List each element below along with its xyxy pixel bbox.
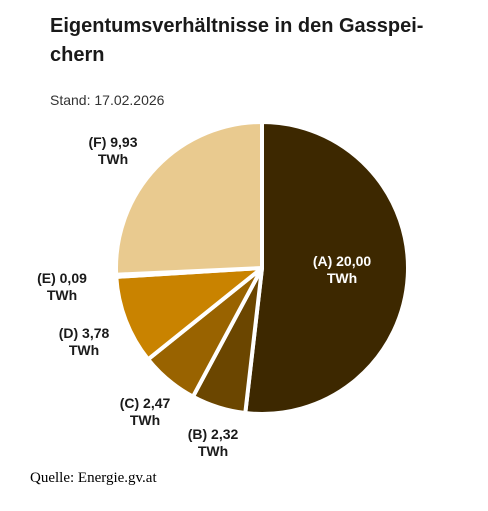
slice-label-d: (D) 3,78 TWh [59,325,110,358]
slice-label-c: (C) 2,47 TWh [120,395,171,428]
pie-slice-a [243,120,410,416]
slice-label-b: (B) 2,32 TWh [188,426,239,459]
chart-title-line-2: chern [50,44,105,66]
slice-unit-label: TWh [327,270,357,286]
pie-slice-f [114,120,264,277]
slice-value-label: (F) 9,93 [88,134,137,150]
slice-label-f: (F) 9,93 TWh [88,134,137,167]
slice-value-label: (A) 20,00 [313,253,372,269]
slice-unit-label: TWh [69,342,99,358]
slice-label-a: (A) 20,00 TWh [313,253,372,286]
slice-value-label: (D) 3,78 [59,325,110,341]
slice-unit-label: TWh [130,412,160,428]
slice-value-label: (C) 2,47 [120,395,171,411]
slice-value-label: (B) 2,32 [188,426,239,442]
source-note: Quelle: Energie.gv.at [30,470,157,486]
chart-title: Eigentumsverhältnisse in den Gasspei- ch… [50,12,450,70]
slice-unit-label: TWh [98,151,128,167]
slice-label-e: (E) 0,09 TWh [37,270,87,303]
chart-title-line-1: Eigentumsverhältnisse in den Gasspei- [50,15,424,37]
slice-value-label: (E) 0,09 [37,270,87,286]
slice-unit-label: TWh [198,443,228,459]
slice-unit-label: TWh [47,287,77,303]
chart-subtitle: Stand: 17.02.2026 [50,92,165,108]
